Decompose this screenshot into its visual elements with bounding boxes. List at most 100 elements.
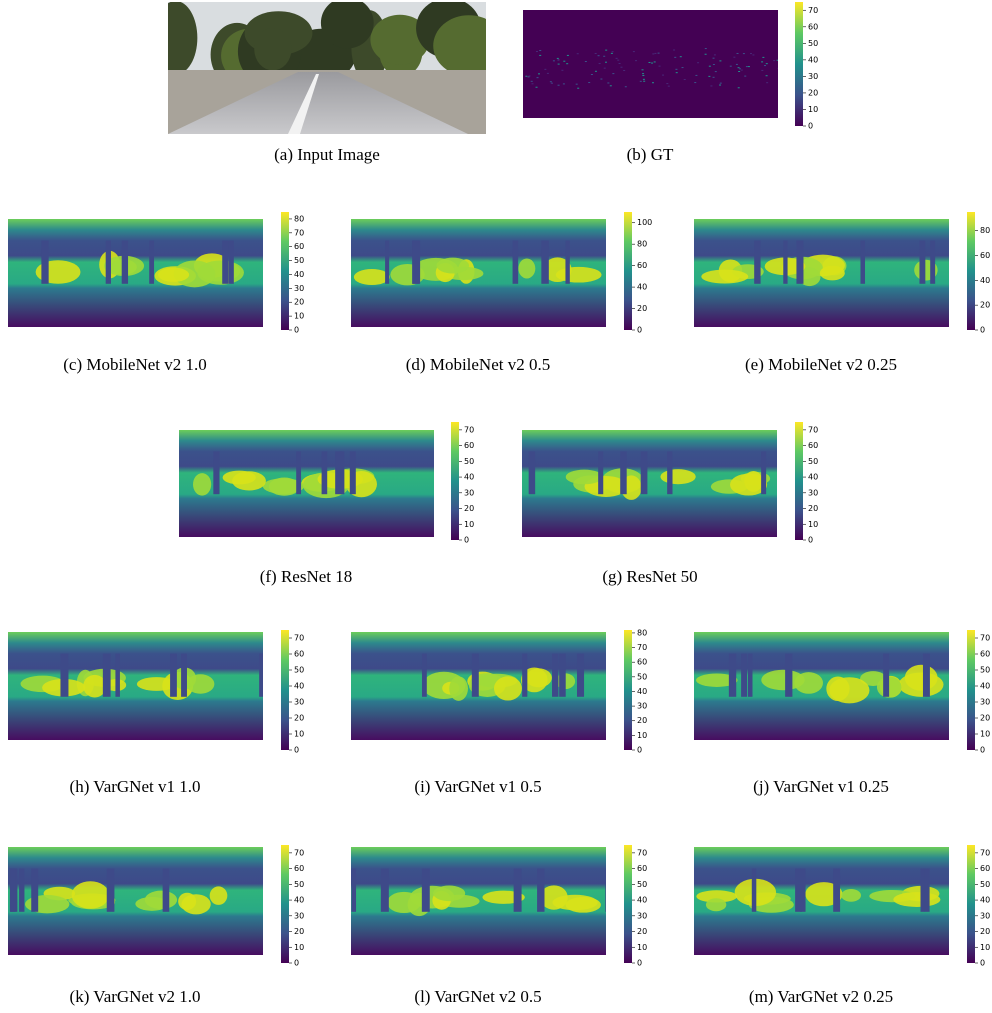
- colorbar-tick-label: 60: [464, 441, 474, 450]
- gt-point: [674, 56, 677, 58]
- gt-point: [641, 69, 644, 71]
- colorbar-tick-label: 30: [294, 698, 304, 707]
- colorbar: [967, 212, 975, 330]
- ground-truth-map: [523, 10, 778, 118]
- caption: (m) VarGNet v2 0.25: [749, 987, 893, 1006]
- colorbar-tick-label: 0: [980, 326, 985, 335]
- gt-point: [557, 84, 560, 86]
- colorbar-tick-label: 20: [294, 927, 304, 936]
- gt-point: [675, 72, 678, 74]
- depth-blob: [701, 269, 749, 284]
- depth-blob: [761, 669, 805, 691]
- gt-point: [643, 80, 646, 82]
- gt-point: [610, 52, 613, 54]
- gt-point: [605, 49, 608, 51]
- depth-trunk: [115, 653, 120, 697]
- caption: (l) VarGNet v2 0.5: [414, 987, 541, 1006]
- colorbar-tick-label: 20: [808, 504, 818, 513]
- gt-point: [654, 52, 657, 54]
- depth-blob: [819, 265, 845, 281]
- gt-point: [552, 60, 555, 62]
- depth-trunk: [559, 653, 566, 697]
- colorbar-tick-label: 40: [980, 276, 990, 285]
- colorbar-tick-label: 40: [294, 682, 304, 691]
- gt-point: [675, 68, 678, 70]
- gt-point: [624, 86, 627, 88]
- colorbar-tick-label: 80: [637, 628, 647, 637]
- depth-trunk: [883, 653, 890, 697]
- colorbar-tick-label: 80: [637, 240, 647, 249]
- depth-blob: [173, 260, 216, 288]
- depth-trunk: [222, 240, 229, 284]
- gt-point: [594, 52, 597, 54]
- colorbar-tick-label: 50: [294, 666, 304, 675]
- colorbar-tick-label: 30: [808, 72, 818, 81]
- colorbar-tick-label: 50: [294, 880, 304, 889]
- caption: (i) VarGNet v1 0.5: [414, 777, 541, 796]
- depth-map: [522, 430, 777, 537]
- colorbar-tick-label: 80: [294, 214, 304, 223]
- tree: [370, 14, 430, 65]
- caption: (c) MobileNet v2 1.0: [63, 355, 207, 374]
- colorbar-tick-label: 70: [294, 228, 304, 237]
- depth-trunk: [513, 868, 522, 912]
- depth-trunk: [860, 240, 866, 284]
- gt-point: [576, 53, 579, 55]
- gt-point: [562, 83, 565, 85]
- gt-point: [733, 56, 736, 58]
- gt-point: [708, 65, 711, 67]
- gt-point: [710, 85, 713, 87]
- depth-trunk: [537, 868, 545, 912]
- gt-point: [600, 78, 603, 80]
- depth-trunk: [105, 240, 111, 284]
- depth-trunk: [321, 451, 328, 495]
- depth-blob: [805, 882, 843, 907]
- colorbar-tick-label: 0: [980, 959, 985, 968]
- depth-map: [351, 847, 606, 955]
- depth-trunk: [919, 240, 926, 284]
- caption: (a) Input Image: [274, 145, 380, 164]
- colorbar: [624, 212, 632, 330]
- colorbar-tick-label: 0: [294, 959, 299, 968]
- colorbar-tick-label: 70: [294, 634, 304, 643]
- depth-blob: [232, 471, 266, 491]
- colorbar-tick-label: 60: [637, 658, 647, 667]
- depth-trunk: [162, 868, 170, 912]
- gt-point: [611, 51, 614, 53]
- colorbar-tick-label: 100: [637, 218, 652, 227]
- gt-point: [761, 69, 764, 71]
- colorbar-tick-label: 70: [980, 634, 990, 643]
- gt-point: [530, 80, 533, 82]
- colorbar-tick-label: 50: [808, 457, 818, 466]
- gt-bg: [523, 10, 778, 118]
- depth-trunk: [380, 868, 389, 912]
- gt-point: [657, 52, 660, 54]
- depth-trunk: [351, 868, 357, 912]
- depth-blob: [876, 676, 902, 698]
- colorbar-tick-label: 60: [980, 650, 990, 659]
- depth-blob: [893, 892, 941, 907]
- depth-trunk: [259, 653, 263, 697]
- gt-point: [620, 66, 623, 68]
- depth-map: [694, 219, 949, 327]
- caption: (b) GT: [627, 145, 674, 164]
- gt-point: [635, 60, 638, 62]
- caption: (g) ResNet 50: [602, 567, 697, 586]
- depth-blob: [209, 886, 228, 905]
- colorbar-tick-label: 60: [637, 864, 647, 873]
- colorbar-tick-label: 20: [294, 298, 304, 307]
- gt-point: [750, 53, 753, 55]
- colorbar-tick-label: 10: [294, 730, 304, 739]
- gt-point: [588, 82, 591, 84]
- colorbar-tick-label: 20: [980, 927, 990, 936]
- colorbar-tick-label: 80: [980, 226, 990, 235]
- gt-point: [609, 85, 612, 87]
- gt-point: [557, 63, 560, 65]
- colorbar-tick-label: 20: [294, 714, 304, 723]
- depth-blob: [798, 267, 821, 287]
- gt-point: [527, 76, 530, 78]
- depth-trunk: [19, 868, 25, 912]
- depth-trunk: [728, 653, 737, 697]
- depth-blob: [262, 478, 305, 494]
- colorbar-tick-label: 40: [980, 682, 990, 691]
